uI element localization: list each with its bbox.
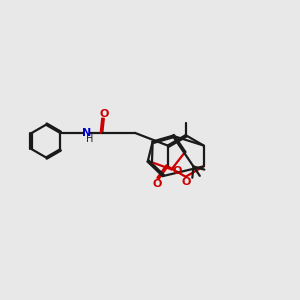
Text: O: O bbox=[153, 179, 162, 189]
Text: O: O bbox=[99, 110, 109, 119]
Text: O: O bbox=[182, 177, 191, 187]
Text: N: N bbox=[82, 128, 92, 138]
Text: H: H bbox=[86, 134, 94, 144]
Text: O: O bbox=[172, 166, 182, 176]
